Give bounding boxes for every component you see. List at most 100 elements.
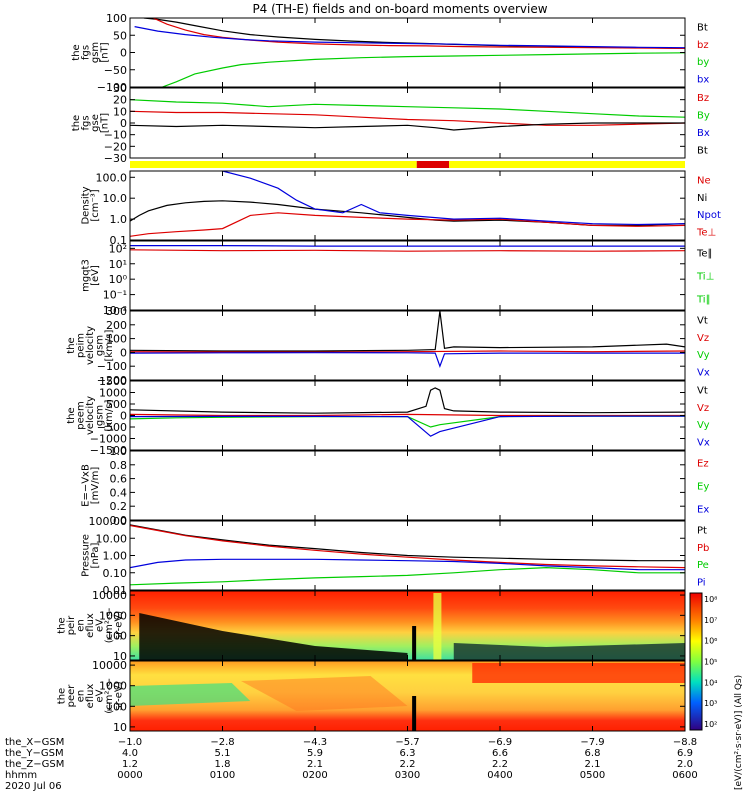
e_field-ytick-label: 0.0: [110, 514, 128, 527]
x-tick-value: 0600: [672, 770, 697, 781]
x-tick-value: 5.1: [215, 748, 231, 759]
peem_velocity-ytick-label: 1000: [99, 387, 127, 400]
colorbar-tick: 10²: [704, 720, 717, 729]
peim_velocity-plot-area: [130, 311, 685, 380]
density-ylabel-line: Density: [80, 186, 91, 224]
fgs_gsm-ytick-label: 0: [120, 47, 127, 60]
peem_velocity-ytick-label: −1500: [90, 444, 127, 457]
fgs_gsm-ylabel-line: fgs: [80, 45, 91, 60]
peir_spec-ylabel-line: eV: [95, 619, 106, 632]
peir_spec-ylabel-line: eflux: [85, 613, 96, 638]
pressure-ylabel-line: Pressure: [80, 534, 91, 577]
x-tick-value: 4.0: [122, 748, 138, 759]
e_field-ytick-label: 1.0: [110, 445, 128, 458]
fgs_gse-ylabel-line: [nT]: [99, 113, 110, 133]
spectral-feature: [433, 593, 442, 660]
fgs_gse-ytick-label: −10: [104, 129, 127, 142]
peer_spec-ytick-label: 1000: [99, 680, 127, 693]
fgs_gsm-ylabel-line: [nT]: [99, 42, 110, 62]
fgs_gse-ytick-label: −20: [104, 140, 127, 153]
fgs_gse-legend-2: Bx: [697, 128, 710, 139]
x-tick-value: 2.2: [400, 759, 416, 770]
peim_velocity-ylabel-line: velocity: [85, 326, 96, 365]
series-by: [162, 52, 685, 87]
flag-segment: [130, 161, 417, 168]
peim_velocity-ylabel-line: [km/s]: [104, 329, 115, 361]
pressure-ytick-label: 1.00: [103, 550, 128, 563]
temperature-ytick-label: 10²: [109, 242, 127, 255]
panel-peer_spec: 10000 1000 100 10 thepeerenefluxeV(cm²-s-sr-…: [57, 659, 686, 734]
colorbar-tick: 10⁸: [704, 595, 717, 604]
peir_spec-ylabel-line: en: [76, 619, 87, 632]
x-tick-value: 0000: [117, 770, 142, 781]
series-Vx: [130, 415, 685, 437]
series-Pe: [130, 566, 685, 586]
pressure-ytick-label: 10.00: [96, 532, 128, 545]
series-Te: [130, 249, 685, 252]
fgs_gse-ylabel-line: the: [71, 115, 82, 131]
spectral-feature: [130, 683, 251, 706]
x-tick-value: −6.9: [488, 737, 512, 748]
x-axis-labels: the_X−GSM −1.0 −2.8 −4.3 −5.7 −6.9 −7.9 −8.8 the…: [5, 737, 698, 792]
pressure-legend-2: Pe: [697, 560, 709, 571]
peim_velocity-ytick-label: 300: [106, 305, 127, 318]
pressure-ytick-label: 0.01: [103, 584, 128, 597]
fgs_gse-legend-3: Bt: [697, 145, 708, 156]
panel-density: 100.0 10.0 1.0 0.1 Density[cm⁻³] Ne Ni Npot Te⊥: [80, 170, 721, 247]
fgs_gse-ylabel-line: gse: [90, 114, 101, 132]
temperature-ytick-label: 10⁰: [109, 273, 128, 286]
fgs_gse-legend-1: By: [697, 110, 710, 121]
peim_velocity-ylabel-line: the: [66, 337, 77, 353]
temperature-ylabel: mgqt3[eV]: [80, 259, 101, 292]
peem_velocity-ylabel-line: [km/s]: [104, 399, 115, 431]
pressure-ylabel: Pressure[nPa]: [80, 534, 101, 577]
peir_spec-ylabel-line: peir: [66, 615, 77, 635]
fgs_gse-ytick-label: 0: [120, 117, 127, 130]
fgs_gsm-series-group: [134, 18, 685, 87]
colorbar: 10⁸ 10⁷ 10⁶ 10⁵ 10⁴ 10³ 10² [eV/(cm²·s·sr·eV)] …: [689, 592, 744, 790]
fgs_gsm-legend-0: Bt: [697, 23, 708, 34]
x-tick-value: 0400: [487, 770, 512, 781]
fgs_gsm-ylabel-line: gsm: [90, 42, 101, 63]
density-ytick-label: 10.0: [103, 192, 128, 205]
series-Ne: [130, 212, 685, 237]
temperature-legend-0: Te∥: [696, 249, 713, 260]
fgs_gsm-plot-area: [130, 18, 685, 87]
peer_spec-ytick-label: 10000: [92, 659, 127, 672]
temperature-ytick-label: 10⁻¹: [103, 289, 127, 302]
fgs_gsm-legend-2: by: [697, 57, 709, 68]
peim_velocity-legend-0: Vt: [697, 316, 708, 327]
fgs_gse-series-group: [130, 99, 685, 131]
x-row-label: the_X−GSM: [5, 737, 64, 748]
peir_spec-ytick-label: 10000: [92, 589, 127, 602]
e_field-legend-0: Ez: [697, 459, 709, 470]
data-gap-bar: [412, 626, 417, 660]
x-tick-value: 5.9: [307, 748, 323, 759]
fgs_gse-ytick-label: 30: [113, 82, 127, 95]
x-row-label: the_Z−GSM: [5, 759, 64, 770]
peer_spec-ylabel-line: the: [57, 688, 68, 704]
data-gap-bar: [412, 696, 417, 731]
peir_spec-ytick-label: 10: [113, 650, 127, 663]
fgs_gse-ytick-label: −30: [104, 152, 127, 165]
peir_spec-ytick-label: 100: [106, 630, 127, 643]
e_field-ylabel-line: E=−VxB: [80, 464, 91, 507]
temperature-plot-area: [130, 241, 685, 310]
fgs_gsm-legend-3: bx: [697, 74, 709, 85]
x-tick-value: −4.3: [303, 737, 327, 748]
x-tick-value: −1.0: [118, 737, 142, 748]
x-tick-value: −8.8: [673, 737, 697, 748]
density-ylabel-line: [cm⁻³]: [90, 189, 101, 221]
x-row-label: hhmm: [5, 770, 37, 781]
e_field-legend-2: Ex: [697, 505, 709, 516]
fgs_gse-ylabel-line: fgs: [80, 115, 91, 130]
pressure-ytick-label: 0.10: [103, 567, 128, 580]
fgs_gsm-legend-1: bz: [697, 40, 709, 51]
